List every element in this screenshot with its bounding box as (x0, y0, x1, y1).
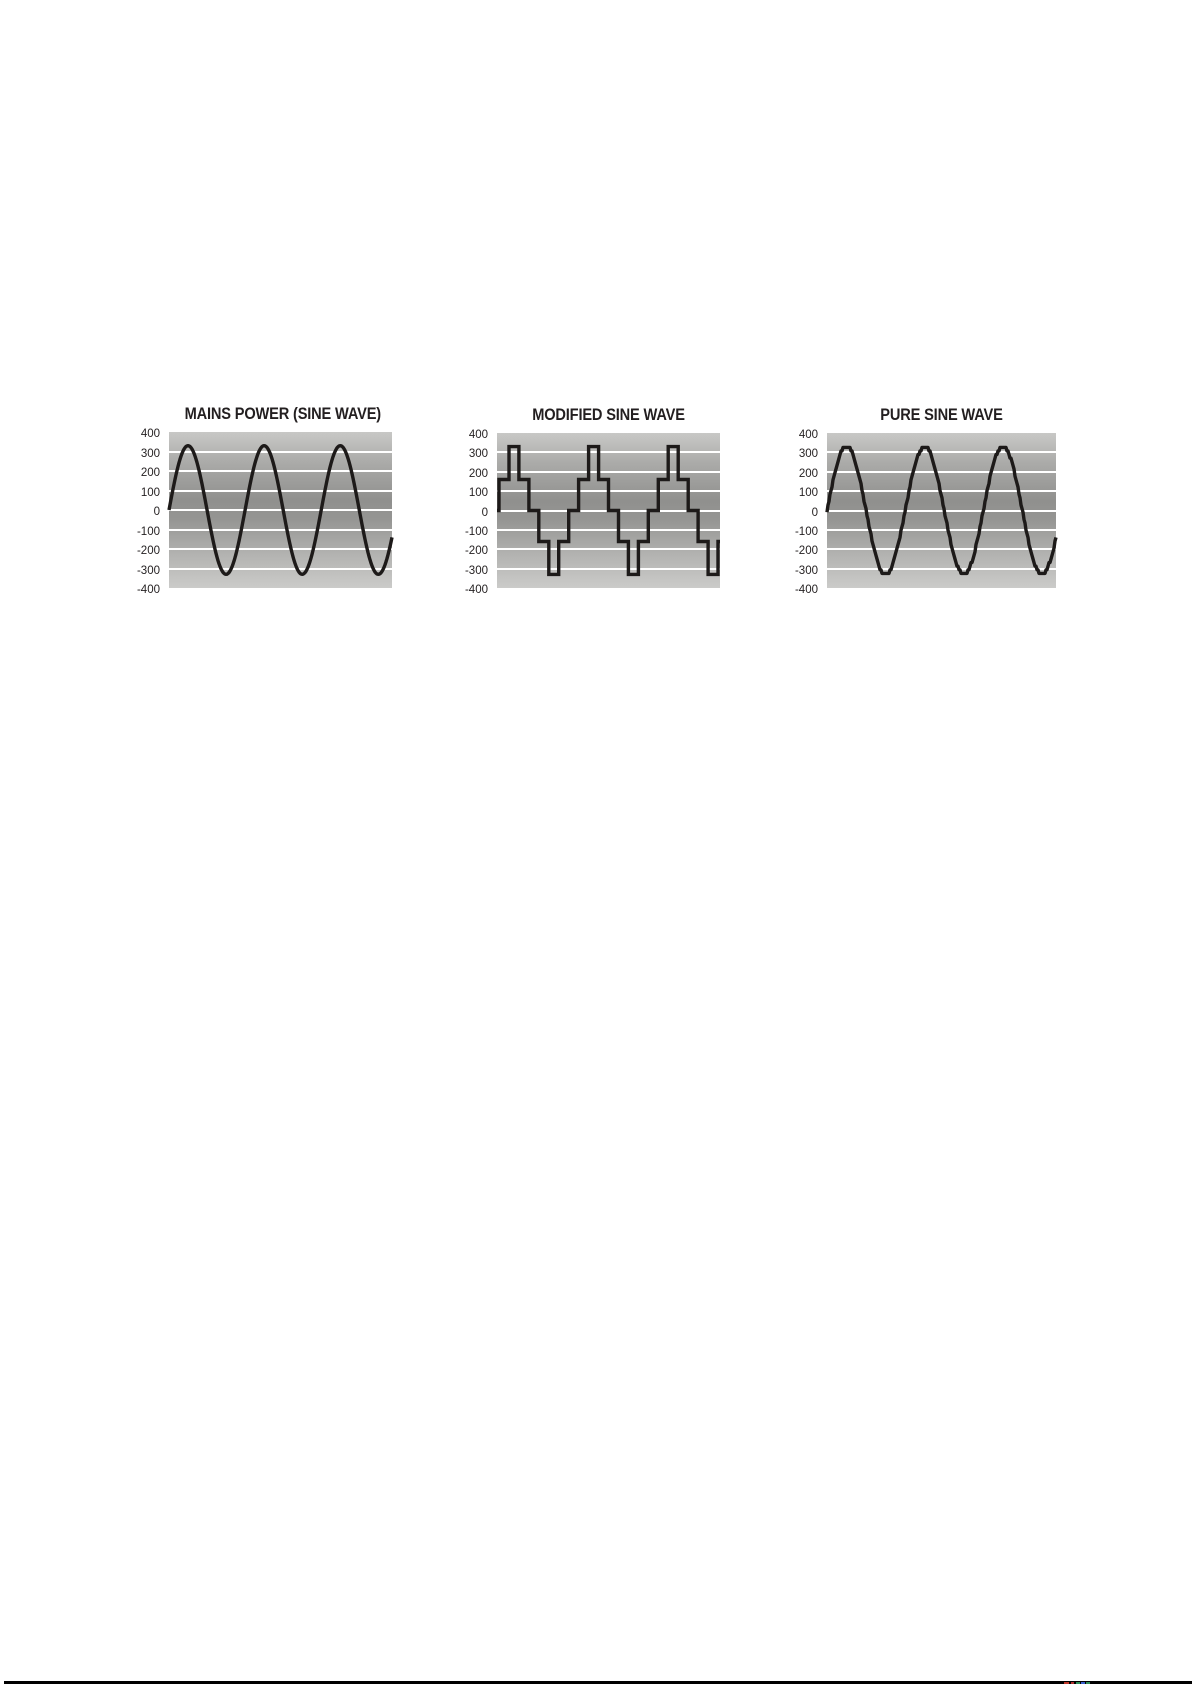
y-tick-label: -400 (794, 584, 818, 596)
y-tick-label: 200 (798, 467, 818, 480)
y-tick-label: -400 (464, 584, 488, 596)
y-tick-label: 200 (468, 467, 488, 480)
y-tick-label: -300 (464, 564, 488, 577)
gridline (497, 548, 720, 551)
y-tick-label: -200 (794, 545, 818, 558)
gridline (497, 470, 720, 473)
y-tick-label: 0 (153, 506, 160, 518)
chart-title: PURE SINE WAVE (880, 405, 1003, 424)
y-tick-label: 0 (811, 506, 818, 519)
y-tick-label: 300 (798, 448, 818, 461)
gridline (827, 567, 1056, 570)
y-tick-label: -100 (136, 525, 160, 538)
y-tick-label: -400 (136, 584, 160, 596)
y-tick-label: 200 (140, 467, 160, 479)
gridline (497, 528, 720, 531)
bottom-rule-speck (1076, 1682, 1080, 1684)
bottom-rule-speck (1064, 1682, 1069, 1684)
bottom-rule-speck (1086, 1682, 1090, 1684)
bottom-rule-speck (1081, 1682, 1085, 1684)
waveform-path (167, 444, 394, 576)
plot-area (167, 432, 394, 588)
waveform-svg (497, 444, 720, 577)
plot-area (825, 433, 1058, 588)
y-tick-label: 100 (140, 486, 160, 499)
gridline (169, 567, 392, 570)
gridline (497, 567, 720, 570)
y-tick-label: -300 (794, 564, 818, 577)
y-tick-label: 0 (481, 506, 488, 519)
chart-title: MODIFIED SINE WAVE (532, 405, 685, 424)
gridline (169, 450, 392, 453)
bottom-rule-speck (1071, 1682, 1074, 1684)
y-tick-label: -200 (464, 545, 488, 558)
y-tick-label: -200 (136, 545, 160, 557)
plot-area (497, 433, 720, 588)
waveform-svg (167, 444, 394, 576)
y-tick-label: -300 (136, 564, 160, 577)
y-tick-label: -100 (464, 525, 488, 538)
gridline (827, 470, 1056, 473)
gridline (169, 548, 392, 550)
waveform-path (497, 444, 720, 577)
gridline (827, 509, 1056, 512)
gridline (169, 509, 392, 511)
gridline (169, 470, 392, 472)
gridline (497, 451, 720, 454)
waveform-path (825, 445, 1058, 576)
y-tick-label: 400 (468, 429, 488, 441)
y-tick-label: 400 (798, 429, 818, 441)
waveform-svg (825, 445, 1058, 576)
y-tick-label: -100 (794, 525, 818, 538)
y-tick-label: 300 (468, 448, 488, 461)
gridline (169, 528, 392, 531)
page-bottom-rule (4, 1681, 1192, 1684)
y-tick-label: 400 (140, 428, 160, 440)
chart-title: MAINS POWER (SINE WAVE) (184, 404, 382, 423)
y-tick-label: 100 (798, 487, 818, 500)
gridline (827, 548, 1056, 551)
y-tick-label: 100 (468, 487, 488, 500)
gridline (827, 528, 1056, 531)
gridline (827, 451, 1056, 454)
y-tick-label: 300 (140, 447, 160, 460)
